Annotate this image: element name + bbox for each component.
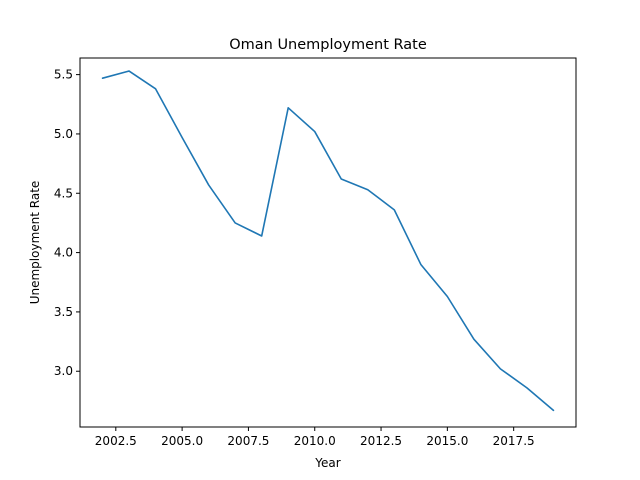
x-tick-label: 2015.0	[426, 434, 468, 448]
y-tick-label: 4.5	[54, 186, 73, 200]
x-tick-label: 2005.0	[161, 434, 203, 448]
x-tick-label: 2010.0	[294, 434, 336, 448]
y-axis: 3.0 3.5 4.0 4.5 5.0 5.5	[54, 68, 80, 378]
series-line	[101, 70, 555, 412]
x-tick-label: 2012.5	[360, 434, 402, 448]
x-tick-label: 2007.5	[227, 434, 269, 448]
chart-title: Oman Unemployment Rate	[229, 37, 427, 53]
plot-area	[101, 70, 555, 412]
axes-frame	[79, 57, 577, 428]
x-axis-label: Year	[314, 456, 340, 470]
y-tick-label: 5.0	[54, 127, 73, 141]
y-tick-label: 5.5	[54, 68, 73, 82]
y-tick-label: 4.0	[54, 246, 73, 260]
x-tick-label: 2002.5	[95, 434, 137, 448]
x-tick-label: 2017.5	[493, 434, 535, 448]
y-tick-label: 3.5	[54, 305, 73, 319]
x-axis: 2002.5 2005.0 2007.5 2010.0 2012.5 2015.0 2017…	[95, 427, 535, 448]
y-tick-label: 3.0	[54, 364, 73, 378]
y-axis-label: Unemployment Rate	[28, 181, 42, 305]
